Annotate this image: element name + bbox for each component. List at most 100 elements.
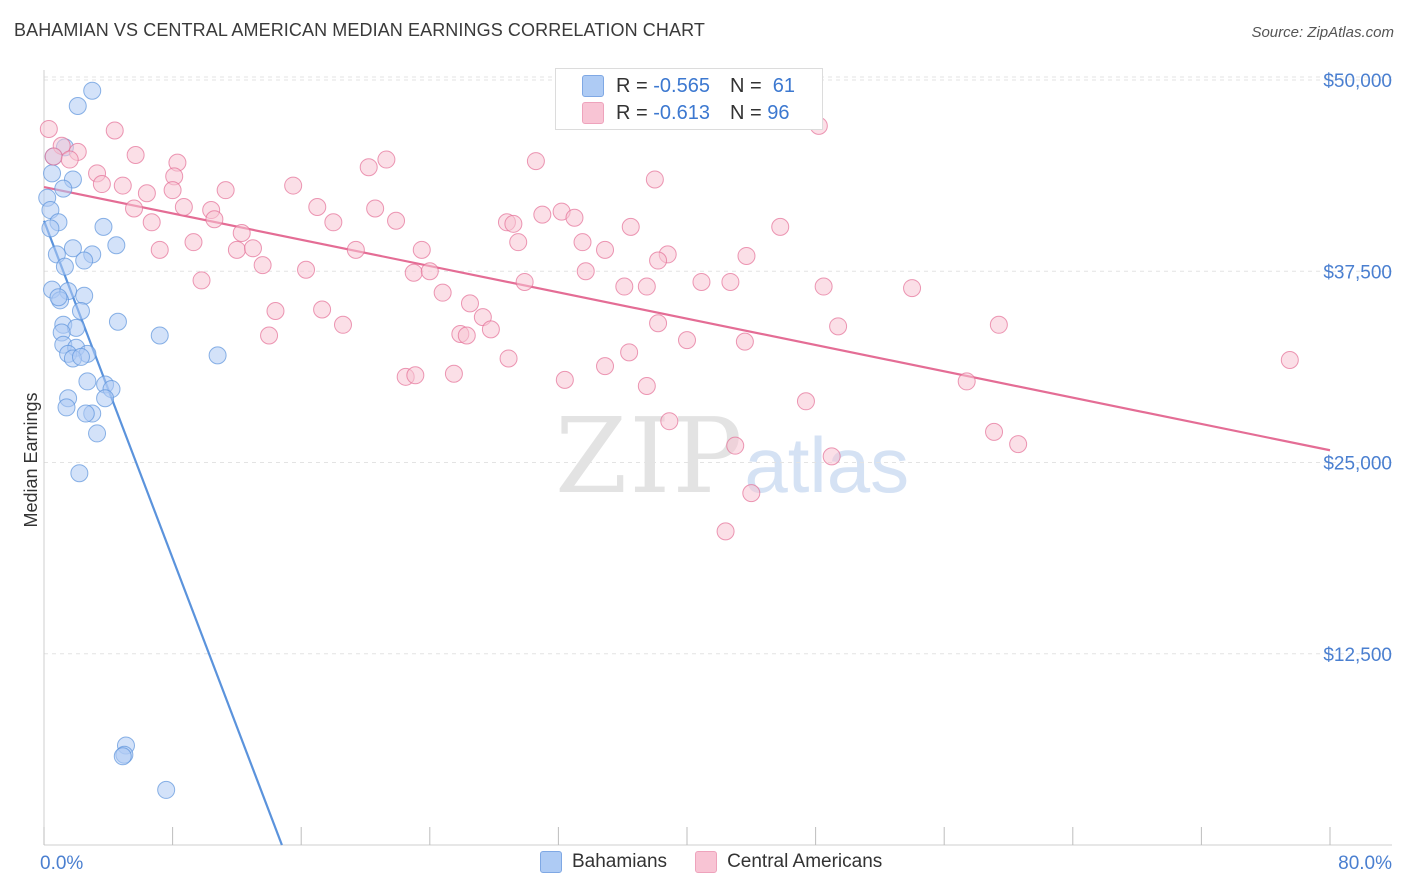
legend-r-value: -0.565 [653,74,710,97]
point-central-americans [346,240,365,259]
point-central-americans [903,279,922,298]
trend-line-central-americans [43,186,1331,452]
point-central-americans [533,205,552,224]
chart-source: Source: ZipAtlas.com [1251,24,1394,41]
point-central-americans [150,240,169,259]
point-central-americans [649,251,668,270]
point-central-americans [565,208,584,227]
axes [43,70,1392,846]
point-central-americans [126,145,145,164]
point-bahamians [113,747,132,766]
point-central-americans [509,233,528,252]
point-central-americans [649,314,668,333]
point-central-americans [985,422,1004,441]
legend-r-label: R = [616,101,648,124]
point-central-americans [596,357,615,376]
point-central-americans [192,271,211,290]
point-central-americans [404,263,423,282]
point-central-americans [266,302,285,321]
point-central-americans [576,262,595,281]
point-central-americans [615,277,634,296]
point-bahamians [57,398,76,417]
point-central-americans [137,184,156,203]
watermark-atlas: atlas [744,421,910,509]
point-central-americans [444,364,463,383]
trend-lines [42,186,1331,846]
point-central-americans [637,277,656,296]
legend-n-value: 96 [767,101,790,124]
point-central-americans [716,522,735,541]
point-central-americans [125,199,144,218]
point-bahamians [94,217,113,236]
point-bahamians [55,257,74,276]
point-central-americans [232,224,251,242]
point-central-americans [645,170,664,189]
series-label-central-americans: Central Americans [727,851,883,872]
series-label-bahamians: Bahamians [572,851,668,872]
legend-r-label: R = [616,74,648,97]
watermark: ZIPatlas [555,395,909,517]
point-central-americans [412,240,431,259]
point-central-americans [39,119,58,138]
point-central-americans [573,233,592,252]
point-central-americans [526,152,545,171]
point-central-americans [377,150,396,169]
point-central-americans [253,256,272,275]
point-central-americans [163,181,182,200]
y-tick-label: $37,500 [1323,262,1392,283]
point-bahamians [70,464,89,483]
legend-swatch-central-americans [582,102,604,124]
point-central-americans [796,392,815,411]
point-central-americans [359,158,378,177]
point-bahamians [208,346,227,365]
point-central-americans [481,320,500,339]
point-central-americans [387,211,406,230]
point-central-americans [333,315,352,334]
point-central-americans [637,377,656,395]
point-central-americans [829,317,848,336]
series-legend-bahamians: Bahamians [540,851,667,873]
point-bahamians [83,81,102,100]
point-bahamians [71,302,90,321]
point-central-americans [406,366,425,385]
point-bahamians [63,239,82,258]
legend-r-value: -0.613 [653,101,710,124]
y-tick-label: $12,500 [1323,645,1392,666]
point-central-americans [105,121,124,140]
point-central-americans [735,332,754,351]
point-central-americans [726,436,745,455]
point-central-americans [260,326,279,345]
chart-title: BAHAMIAN VS CENTRAL AMERICAN MEDIAN EARN… [14,20,705,40]
point-central-americans [324,213,343,232]
point-central-americans [957,372,976,391]
x-tick-label: 80.0% [1338,853,1392,874]
point-central-americans [621,217,640,236]
point-bahamians [54,179,73,198]
correlation-legend: R = -0.565 N = 61 R = -0.613 N = 96 [555,68,823,130]
point-bahamians [49,288,68,307]
y-axis-title: Median Earnings [21,392,41,527]
series-swatch-central-americans [695,851,718,873]
point-central-americans [420,262,439,281]
point-central-americans [366,199,385,218]
point-central-americans [216,181,235,200]
point-central-americans [822,447,841,466]
point-central-americans [433,283,452,302]
point-central-americans [460,294,479,313]
point-central-americans [92,175,111,194]
point-bahamians [68,97,87,116]
point-central-americans [737,246,756,265]
legend-row-bahamians: R = -0.565 N = 61 [582,74,795,98]
legend-n-label: N = [729,101,762,124]
point-central-americans [60,150,79,169]
point-central-americans [620,343,639,362]
point-central-americans [678,331,696,350]
point-central-americans [142,213,161,232]
point-central-americans [499,349,518,368]
x-tick-label: 0.0% [40,853,83,874]
point-central-americans [692,272,711,291]
data-points [38,81,1299,799]
point-bahamians [88,424,107,443]
point-central-americans [227,240,246,259]
